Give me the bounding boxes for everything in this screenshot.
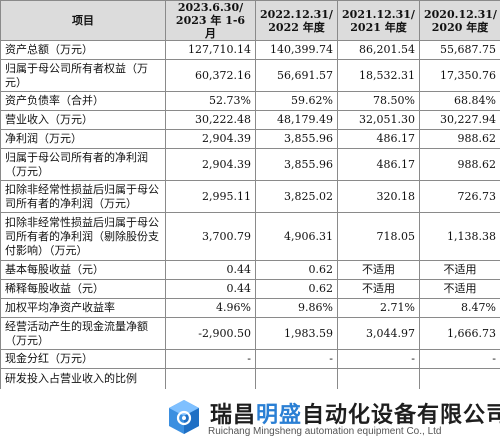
table-row: 净利润（万元） 2,904.39 3,855.96 486.17 988.62 <box>0 129 500 149</box>
cell-value: 2,904.39 <box>165 148 256 181</box>
cell-value: 4.96% <box>165 298 256 318</box>
company-name-cn: 瑞昌明盛自动化设备有限公司 <box>210 403 500 428</box>
cell-value: 不适用 <box>337 279 420 299</box>
cell-value: 2.71% <box>337 298 420 318</box>
table-row: 加权平均净资产收益率 4.96% 9.86% 2.71% 8.47% <box>0 298 500 318</box>
cell-value: 1,138.38 <box>419 212 500 261</box>
cell-value: 56,691.57 <box>255 59 338 92</box>
row-label: 资产负债率（合并） <box>0 91 166 111</box>
cell-value: 68.84% <box>419 91 500 111</box>
cell-value: 30,227.94 <box>419 110 500 130</box>
cell-value: 0.44 <box>165 279 256 299</box>
row-label: 扣除非经常性损益后归属于母公司所有者的净利润（剔除股份支付影响）（万元） <box>0 212 166 261</box>
table-row: 基本每股收益（元） 0.44 0.62 不适用 不适用 <box>0 260 500 280</box>
cell-value <box>165 368 256 389</box>
table-row: 归属于母公司所有者的净利润（万元） 2,904.39 3,855.96 486.… <box>0 148 500 181</box>
cell-value: - <box>165 349 256 369</box>
table-row: 营业收入（万元） 30,222.48 48,179.49 32,051.30 3… <box>0 110 500 130</box>
cell-value: 3,700.79 <box>165 212 256 261</box>
cell-value: 52.73% <box>165 91 256 111</box>
cell-value: 0.62 <box>255 260 338 280</box>
header-2021: 2021.12.31/2021 年度 <box>337 0 420 41</box>
row-label: 研发投入占营业收入的比例 <box>0 368 166 389</box>
row-label: 营业收入（万元） <box>0 110 166 130</box>
table-row: 扣除非经常性损益后归属于母公司所有者的净利润（剔除股份支付影响）（万元） 3,7… <box>0 212 500 261</box>
cell-value: 127,710.14 <box>165 40 256 60</box>
cell-value: 1,666.73 <box>419 317 500 350</box>
cell-value: 726.73 <box>419 180 500 213</box>
row-label: 经营活动产生的现金流量净额（万元） <box>0 317 166 350</box>
row-label: 净利润（万元） <box>0 129 166 149</box>
cell-value: 不适用 <box>419 260 500 280</box>
cell-value: 486.17 <box>337 148 420 181</box>
cell-value: 320.18 <box>337 180 420 213</box>
cell-value: 2,904.39 <box>165 129 256 149</box>
header-item: 项目 <box>0 0 166 41</box>
table-row: 资产负债率（合并） 52.73% 59.62% 78.50% 68.84% <box>0 91 500 111</box>
cell-value: 3,825.02 <box>255 180 338 213</box>
cell-value: 988.62 <box>419 148 500 181</box>
cell-value: 86,201.54 <box>337 40 420 60</box>
cell-value: 718.05 <box>337 212 420 261</box>
row-label: 现金分红（万元） <box>0 349 166 369</box>
cell-value: 59.62% <box>255 91 338 111</box>
watermark-footer <box>0 396 500 443</box>
company-name-en: Ruichang Mingsheng automation equipment … <box>208 426 442 437</box>
row-label: 归属于母公司所有者的净利润（万元） <box>0 148 166 181</box>
cell-value <box>255 368 338 389</box>
cell-value: 140,399.74 <box>255 40 338 60</box>
cell-value: 486.17 <box>337 129 420 149</box>
cell-value: 3,855.96 <box>255 148 338 181</box>
header-2023h1: 2023.6.30/2023 年 1-6 月 <box>165 0 256 41</box>
table-row: 扣除非经常性损益后归属于母公司所有者的净利润（万元） 2,995.11 3,82… <box>0 180 500 213</box>
cell-value: 0.62 <box>255 279 338 299</box>
cell-value: 不适用 <box>337 260 420 280</box>
cell-value: - <box>255 349 338 369</box>
cell-value: 18,532.31 <box>337 59 420 92</box>
table-row: 现金分红（万元） - - - - <box>0 349 500 369</box>
cell-value: 30,222.48 <box>165 110 256 130</box>
cell-value: 60,372.16 <box>165 59 256 92</box>
table-row: 稀释每股收益（元） 0.44 0.62 不适用 不适用 <box>0 279 500 299</box>
gear-cube-logo-icon <box>169 400 199 434</box>
row-label: 基本每股收益（元） <box>0 260 166 280</box>
row-label: 稀释每股收益（元） <box>0 279 166 299</box>
row-label: 加权平均净资产收益率 <box>0 298 166 318</box>
table-row: 研发投入占营业收入的比例 <box>0 368 500 389</box>
cell-value: 55,687.75 <box>419 40 500 60</box>
financial-data-table: 项目 2023.6.30/2023 年 1-6 月 2022.12.31/202… <box>0 0 500 389</box>
header-2022: 2022.12.31/2022 年度 <box>255 0 338 41</box>
cell-value: 2,995.11 <box>165 180 256 213</box>
cell-value: 48,179.49 <box>255 110 338 130</box>
table-row: 资产总额（万元） 127,710.14 140,399.74 86,201.54… <box>0 40 500 60</box>
cell-value: 4,906.31 <box>255 212 338 261</box>
cell-value: 988.62 <box>419 129 500 149</box>
table-row: 归属于母公司所有者权益（万元） 60,372.16 56,691.57 18,5… <box>0 59 500 92</box>
cell-value: 78.50% <box>337 91 420 111</box>
cell-value: -2,900.50 <box>165 317 256 350</box>
cell-value: 3,044.97 <box>337 317 420 350</box>
cell-value: - <box>337 349 420 369</box>
cell-value: 不适用 <box>419 279 500 299</box>
row-label: 归属于母公司所有者权益（万元） <box>0 59 166 92</box>
cell-value: 9.86% <box>255 298 338 318</box>
cell-value: 3,855.96 <box>255 129 338 149</box>
cell-value: - <box>419 349 500 369</box>
cell-value: 17,350.76 <box>419 59 500 92</box>
row-label: 扣除非经常性损益后归属于母公司所有者的净利润（万元） <box>0 180 166 213</box>
cell-value: 0.44 <box>165 260 256 280</box>
cell-value: 32,051.30 <box>337 110 420 130</box>
table-row: 经营活动产生的现金流量净额（万元） -2,900.50 1,983.59 3,0… <box>0 317 500 350</box>
cell-value: 8.47% <box>419 298 500 318</box>
table-header-row: 项目 2023.6.30/2023 年 1-6 月 2022.12.31/202… <box>0 0 500 41</box>
cell-value: 1,983.59 <box>255 317 338 350</box>
row-label: 资产总额（万元） <box>0 40 166 60</box>
header-2020: 2020.12.31/2020 年度 <box>419 0 500 41</box>
cell-value <box>337 368 420 389</box>
cell-value <box>419 368 500 389</box>
